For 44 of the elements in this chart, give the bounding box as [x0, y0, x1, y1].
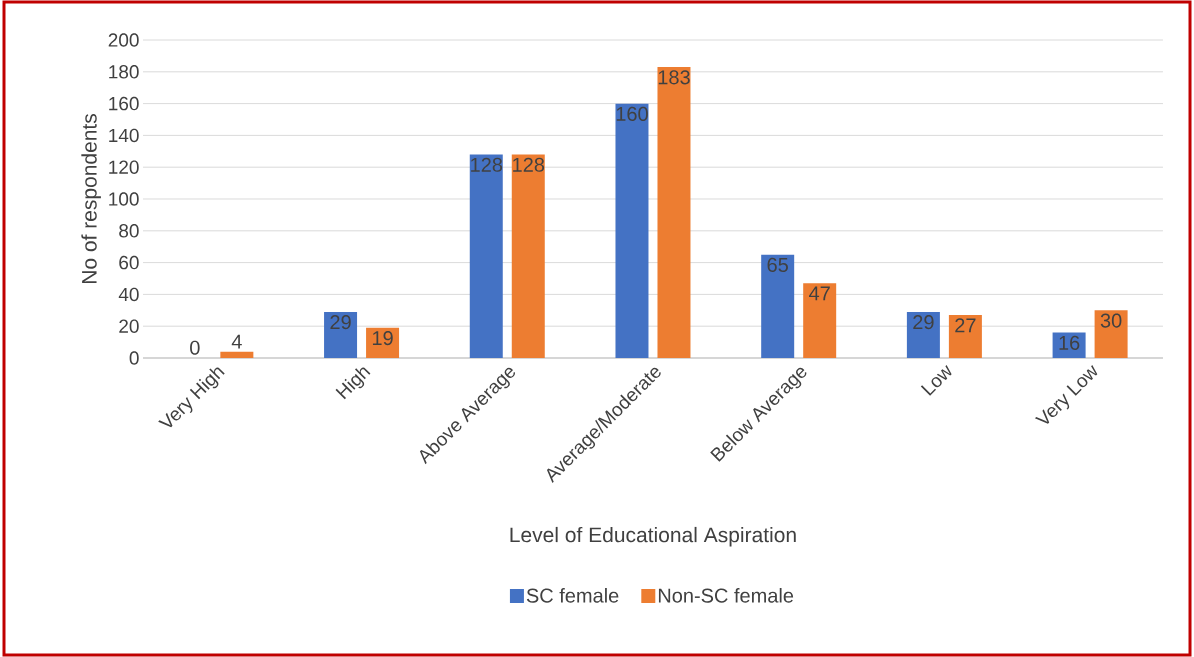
bar — [511, 154, 545, 358]
y-tick-label: 80 — [119, 224, 139, 238]
data-label: 27 — [955, 318, 976, 333]
bar — [906, 311, 940, 358]
bar — [1094, 310, 1128, 358]
data-label: 47 — [809, 286, 830, 301]
data-label: 19 — [372, 331, 393, 346]
data-label: 29 — [913, 315, 934, 330]
data-label: 128 — [513, 157, 545, 172]
y-tick-label: 100 — [109, 192, 139, 206]
bar — [803, 283, 837, 358]
x-tick-label: Low — [920, 365, 952, 396]
y-tick-label: 160 — [109, 96, 139, 111]
data-label: 16 — [1059, 335, 1080, 350]
bar — [324, 311, 358, 358]
data-label: 30 — [1100, 313, 1122, 328]
bar — [761, 254, 795, 358]
legend-label: SC female — [526, 587, 619, 603]
y-tick-label: 120 — [109, 160, 139, 174]
data-label: 0 — [190, 340, 200, 355]
y-tick-label: 140 — [109, 128, 139, 143]
bar — [615, 103, 649, 358]
data-label: 4 — [231, 334, 242, 349]
y-tick-label: 60 — [119, 255, 139, 270]
bar — [220, 351, 254, 358]
x-tick-label: Very High — [158, 367, 225, 428]
data-label: 65 — [767, 257, 788, 272]
data-label: 183 — [658, 70, 690, 85]
data-label: 29 — [330, 315, 351, 330]
y-tick-label: 200 — [108, 33, 139, 47]
bar — [657, 67, 691, 358]
y-tick-label: 40 — [118, 287, 139, 302]
x-tick-label: High — [335, 367, 371, 400]
y-axis-title: No of respondents — [81, 114, 101, 284]
legend-label: Non-SC female — [658, 587, 794, 603]
data-label: 160 — [616, 106, 648, 121]
y-tick-label: 0 — [129, 351, 139, 365]
data-label: 128 — [471, 157, 503, 172]
y-tick-label: 180 — [109, 65, 139, 79]
bar — [469, 154, 503, 358]
x-tick-label: Very Low — [1034, 365, 1098, 424]
x-axis-title: Level of Educational Aspiration — [510, 526, 796, 547]
y-tick-label: 20 — [119, 319, 139, 333]
bar — [948, 315, 982, 358]
